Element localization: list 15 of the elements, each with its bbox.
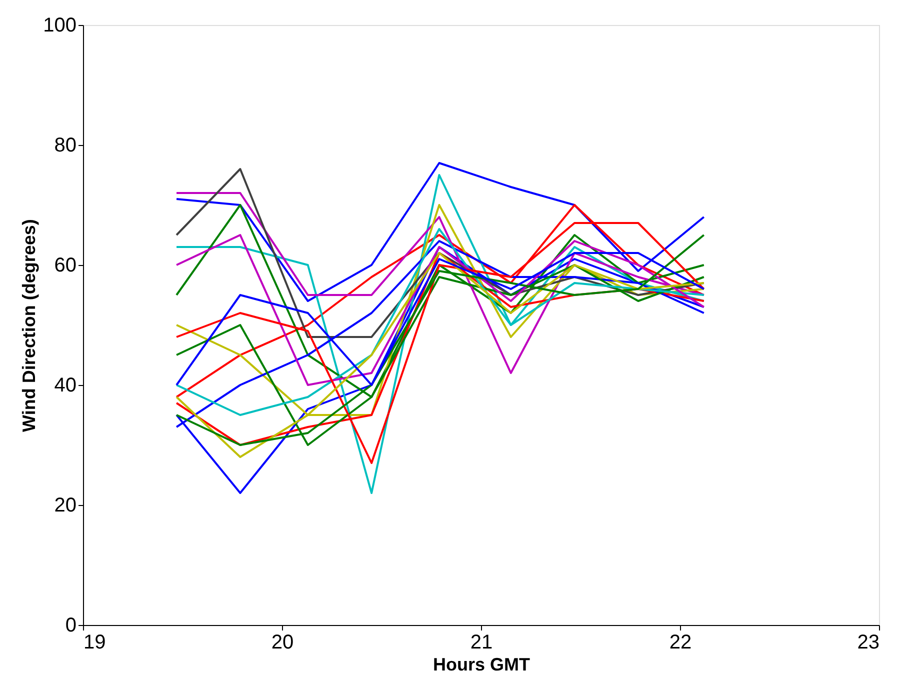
x-tick-label: 21: [470, 632, 493, 654]
x-tick-label: 19: [84, 632, 106, 654]
y-tick-label: 60: [54, 254, 76, 276]
x-axis-title: Hours GMT: [433, 654, 530, 674]
x-tick-label: 20: [271, 632, 294, 654]
x-tick-label: 22: [669, 632, 692, 654]
line-series: [176, 168, 705, 338]
y-tick-label: 80: [54, 134, 76, 156]
y-tick-label: 40: [54, 374, 76, 396]
line-series: [176, 174, 705, 494]
x-tick-label: 23: [857, 632, 880, 654]
y-tick-label: 0: [65, 614, 76, 636]
y-tick-label: 100: [43, 14, 76, 36]
y-axis-title: Wind Direction (degrees): [19, 219, 40, 432]
y-tick-label: 20: [54, 494, 76, 516]
